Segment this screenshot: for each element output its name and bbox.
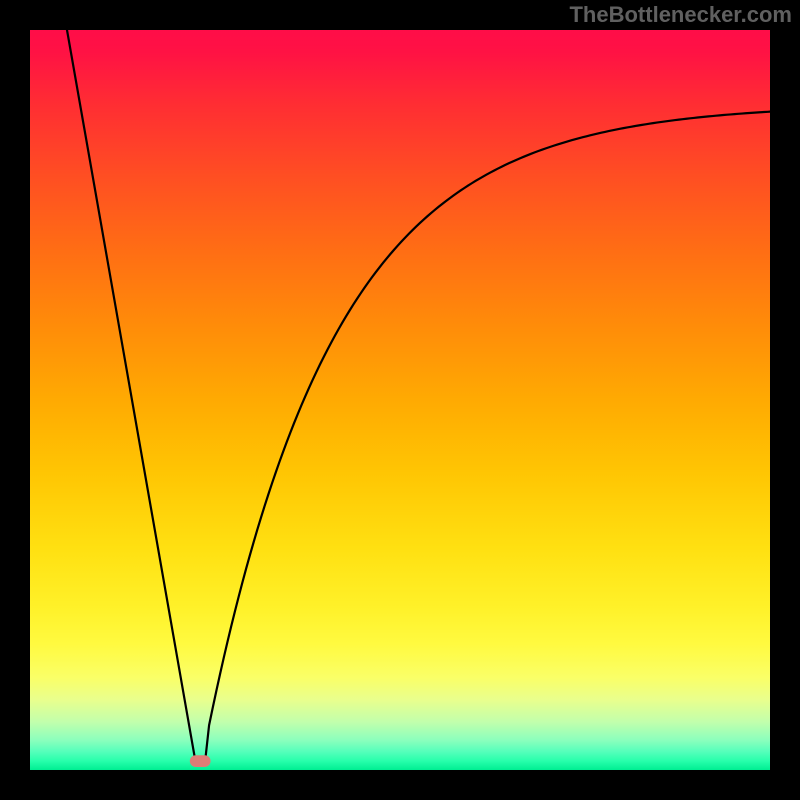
watermark-text: TheBottlenecker.com: [569, 2, 792, 28]
bottleneck-chart: TheBottlenecker.com: [0, 0, 800, 800]
plot-background: [30, 30, 770, 770]
optimal-marker: [190, 755, 211, 767]
chart-svg: [0, 0, 800, 800]
